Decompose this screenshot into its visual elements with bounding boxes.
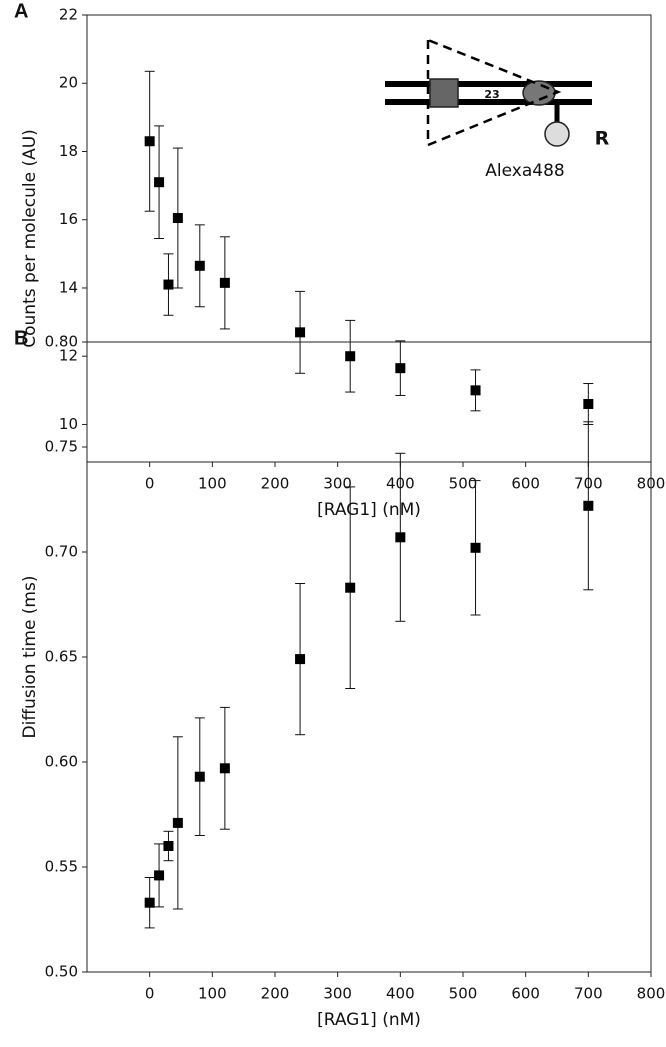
marker [194,771,205,782]
x-tick-label: 0 [145,475,155,493]
x-tick-label: 500 [449,985,478,1003]
x-axis-label: [RAG1] (nM) [317,1010,421,1030]
annotation: Alexa488 [485,161,564,181]
marker [163,279,174,290]
inset-diagram: 23 Alexa488 R [385,38,610,181]
annotation: 23 [484,88,499,101]
marker [163,841,174,851]
marker [583,398,594,409]
y-tick-label: 0.80 [45,333,78,351]
y-tick-label: 16 [59,210,78,228]
x-tick-label: 500 [449,475,478,493]
x-tick-label: 600 [511,985,540,1003]
marker [219,277,230,288]
marker [144,136,155,147]
marker [395,363,406,374]
y-tick-label: 18 [59,142,78,160]
marker [219,763,230,774]
marker [345,351,356,362]
marker [395,532,406,543]
x-tick-label: 0 [145,985,155,1003]
y-tick-label: 14 [59,278,78,296]
y-tick-label: 20 [59,74,78,92]
y-axis-label: Diffusion time (ms) [20,576,40,739]
y-tick-label: 10 [59,415,78,433]
marker [172,817,183,828]
plot-frame [86,341,652,973]
y-axis-label: Counts per molecule (AU) [20,129,40,348]
marker [470,542,481,553]
x-tick-label: 200 [261,475,290,493]
annotation: R [595,128,610,150]
x-tick-label: 400 [386,985,415,1003]
plot-frame [86,14,652,463]
x-tick-label: 300 [323,475,352,493]
marker [295,654,306,665]
y-tick-label: 0.70 [45,543,78,561]
x-axis-label: [RAG1] (nM) [317,500,421,520]
x-tick-label: 600 [511,475,540,493]
marker [154,870,165,881]
x-tick-label: 100 [198,985,227,1003]
marker [470,385,481,396]
x-tick-label: 100 [198,475,227,493]
panel-label: B [14,327,28,349]
marker [583,500,594,511]
y-tick-label: 12 [59,347,78,365]
panel-label: A [14,0,28,22]
marker [345,582,356,593]
marker [172,213,183,224]
y-tick-label: 0.75 [45,438,78,456]
x-tick-label: 700 [574,985,603,1003]
y-tick-label: 0.60 [45,753,78,771]
marker [194,260,205,271]
marker [144,897,155,908]
marker [154,177,165,188]
y-tick-label: 22 [59,6,78,24]
marker [295,327,306,338]
y-tick-label: 0.50 [45,963,78,981]
y-tick-label: 0.55 [45,858,78,876]
x-tick-label: 300 [323,985,352,1003]
x-tick-label: 200 [261,985,290,1003]
x-tick-label: 800 [637,985,666,1003]
y-tick-label: 0.65 [45,648,78,666]
